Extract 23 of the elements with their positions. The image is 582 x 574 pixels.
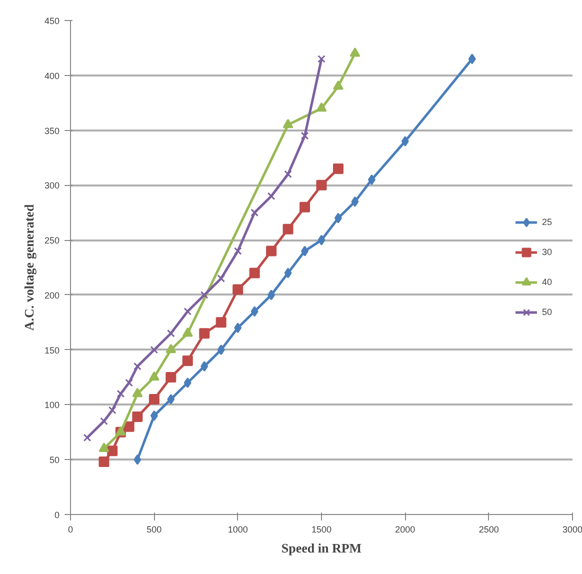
y-tick-label: 200: [44, 290, 60, 300]
legend-label: 40: [542, 277, 554, 287]
x-axis-title: Speed in RPM: [281, 540, 362, 556]
x-tick-label: 500: [146, 524, 162, 534]
x-tick-label: 0: [68, 524, 74, 534]
legend-label: 50: [542, 307, 554, 317]
legend-label: 25: [542, 217, 554, 227]
y-tick-label: 150: [44, 345, 60, 356]
y-axis-title: A.C. voltage generated: [21, 204, 36, 331]
y-tick-label: 450: [44, 16, 60, 26]
y-tick-label: 300: [44, 180, 60, 191]
x-tick-label: 1000: [228, 524, 248, 534]
y-tick-label: 250: [44, 236, 60, 246]
y-tick-label: 350: [44, 126, 60, 136]
x-tick-label: 2500: [478, 524, 499, 534]
y-tick-label: 0: [54, 510, 60, 520]
y-tick-label: 50: [49, 455, 60, 466]
x-tick-label: 1500: [311, 524, 332, 534]
y-tick-label: 400: [44, 70, 60, 81]
x-tick-label: 2000: [395, 524, 416, 534]
y-tick-label: 100: [44, 400, 60, 410]
legend-label: 30: [542, 247, 554, 257]
x-tick-label: 3000: [562, 524, 582, 534]
